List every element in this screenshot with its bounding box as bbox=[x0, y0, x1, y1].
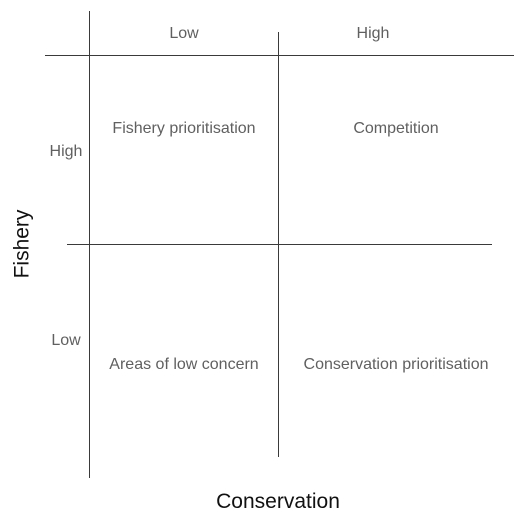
row-label-low: Low bbox=[51, 332, 81, 349]
quadrant-bottom-left-label: Areas of low concern bbox=[109, 356, 259, 373]
quadrant-top-left-label: Fishery prioritisation bbox=[112, 120, 256, 137]
y-axis-title: Fishery bbox=[10, 209, 34, 279]
left-vertical-line bbox=[89, 11, 90, 478]
x-axis-title: Conservation bbox=[216, 490, 340, 513]
column-label-high: High bbox=[356, 25, 390, 42]
quadrant-bottom-right-label: Conservation prioritisation bbox=[303, 356, 489, 373]
top-horizontal-line bbox=[45, 55, 514, 56]
column-label-low: Low bbox=[169, 25, 199, 42]
row-label-high: High bbox=[49, 143, 83, 160]
middle-horizontal-line bbox=[67, 244, 492, 245]
quadrant-top-right-label: Competition bbox=[353, 120, 439, 137]
middle-vertical-line bbox=[278, 32, 279, 457]
